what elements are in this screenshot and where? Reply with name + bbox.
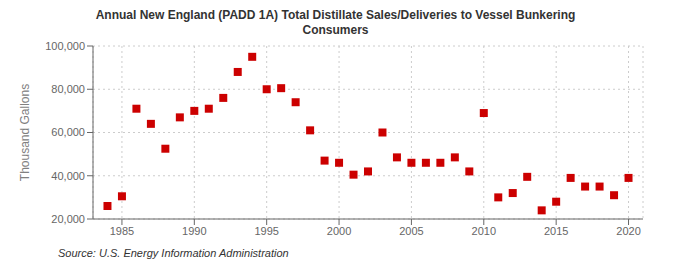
svg-text:1990: 1990 [182, 225, 206, 237]
svg-text:2020: 2020 [616, 225, 640, 237]
svg-text:2010: 2010 [472, 225, 496, 237]
html-text:Source: U.S. Energy Informatio: Source: U.S. Energy Information Administ… [58, 247, 289, 259]
svg-text:2000: 2000 [327, 225, 351, 237]
svg-text:1985: 1985 [110, 225, 134, 237]
svg-text:2005: 2005 [399, 225, 423, 237]
svg-text:2015: 2015 [544, 225, 568, 237]
svg-text:Thousand Gallons: Thousand Gallons [18, 84, 32, 181]
svg-text:40,000: 40,000 [51, 170, 85, 182]
html-text:Annual New England (PADD 1A) T: Annual New England (PADD 1A) Total Disti… [95, 8, 576, 22]
svg-text:100,000: 100,000 [45, 40, 85, 52]
svg-text:80,000: 80,000 [51, 83, 85, 95]
html-text:Consumers: Consumers [302, 23, 369, 37]
svg-text:1995: 1995 [254, 225, 278, 237]
svg-text:20,000: 20,000 [51, 213, 85, 225]
svg-text:60,000: 60,000 [51, 126, 85, 138]
